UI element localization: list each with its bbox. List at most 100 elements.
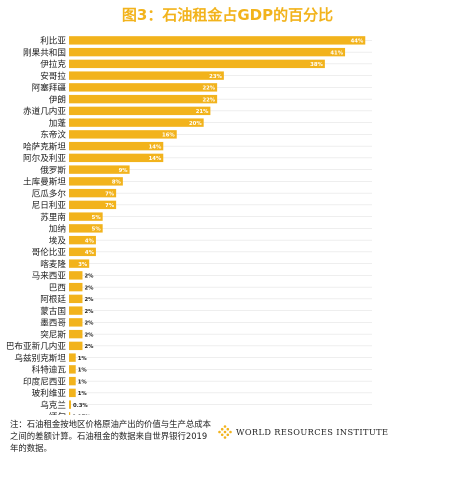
category-label: 哈萨克斯坦 — [23, 140, 66, 152]
category-label: 刚果共和国 — [23, 47, 66, 58]
category-label: 马来西亚 — [32, 271, 67, 282]
chart-title: 图3：石油租金占GDP的百分比 — [121, 6, 334, 24]
data-label: 1% — [78, 368, 88, 374]
category-label: 玻利维亚 — [32, 387, 67, 399]
bar — [69, 235, 96, 245]
bar — [69, 341, 83, 351]
footnote: 注：石油租金按地区价格原油产出的价值与生产总成本之间的差额计算。石油租金的数据来… — [10, 419, 211, 453]
category-label: 阿根廷 — [40, 293, 66, 305]
bar — [69, 282, 83, 292]
bar — [69, 353, 76, 362]
wri-dots-logo-icon — [218, 425, 232, 439]
data-label: 2% — [84, 285, 94, 291]
bar — [69, 365, 76, 374]
category-label: 缅甸 — [49, 411, 66, 415]
bar-chart: 利比亚 44% 刚果共和国 41% 伊拉克 38% 安哥拉 23% 阿塞拜疆 22% 伊朗 22% 赤道… — [6, 35, 372, 415]
data-label: 2% — [84, 344, 94, 350]
category-label: 阿塞拜疆 — [32, 82, 67, 94]
category-label: 尼日利亚 — [32, 199, 67, 211]
bar — [69, 106, 211, 116]
data-label: 1% — [78, 356, 88, 362]
data-label: 14% — [149, 156, 162, 162]
data-label: 2% — [84, 332, 94, 338]
data-label: 20% — [189, 121, 202, 127]
data-label: 44% — [351, 39, 364, 45]
category-label: 科特迪瓦 — [32, 364, 67, 376]
data-label: 2% — [84, 297, 94, 303]
data-label: 21% — [196, 109, 209, 115]
category-label: 土库曼斯坦 — [23, 176, 66, 188]
wri-logo-text: WORLD RESOURCES INSTITUTE — [236, 427, 389, 437]
category-label: 加纳 — [49, 223, 66, 235]
category-label: 厄瓜多尔 — [32, 187, 67, 199]
category-label: 蒙古国 — [40, 305, 66, 317]
data-label: 23% — [209, 74, 222, 80]
category-label: 安哥拉 — [40, 70, 66, 82]
data-label: 7% — [105, 191, 115, 197]
data-label: 8% — [112, 180, 122, 186]
bar — [69, 329, 83, 339]
category-label: 突尼斯 — [40, 328, 66, 340]
bar — [69, 306, 83, 315]
category-label: 墨西哥 — [40, 318, 66, 329]
category-label: 埃及 — [49, 234, 67, 246]
bar — [69, 400, 72, 409]
bar — [69, 177, 123, 186]
category-label: 东帝汶 — [40, 129, 66, 141]
bar — [69, 165, 130, 174]
bar — [69, 141, 164, 151]
data-label: 1% — [78, 379, 88, 385]
bar — [69, 388, 76, 398]
data-label: 3% — [78, 262, 88, 268]
bar — [69, 271, 83, 280]
data-label: 4% — [85, 238, 95, 244]
category-label: 喀麦隆 — [40, 258, 66, 270]
category-label: 印度尼西亚 — [23, 375, 66, 387]
data-label: 0.3% — [73, 403, 88, 409]
data-label: 14% — [149, 144, 162, 150]
category-label: 俄罗斯 — [40, 164, 66, 176]
data-label: 9% — [119, 168, 129, 174]
bar — [69, 247, 96, 257]
bar — [69, 118, 204, 127]
bar — [69, 224, 103, 233]
data-label: 22% — [202, 97, 215, 103]
bar — [69, 376, 76, 386]
bar — [69, 294, 83, 304]
data-label: 5% — [92, 227, 102, 233]
bar — [69, 71, 224, 80]
bar — [69, 47, 346, 57]
category-label: 乌克兰 — [40, 399, 66, 411]
category-label: 哥伦比亚 — [32, 246, 67, 258]
bar — [69, 188, 117, 198]
bar — [69, 130, 177, 139]
category-label: 伊拉克 — [40, 58, 66, 70]
category-label: 赤道几内亚 — [23, 105, 66, 117]
data-label: 22% — [202, 86, 215, 92]
data-label: 2% — [84, 309, 94, 315]
bar — [69, 83, 218, 92]
bar — [69, 94, 218, 104]
wri-logo: WORLD RESOURCES INSTITUTE — [218, 424, 388, 440]
category-label: 加蓬 — [49, 117, 67, 129]
data-label: 4% — [85, 250, 95, 256]
category-label: 伊朗 — [49, 93, 66, 105]
bar — [69, 318, 83, 327]
category-label: 利比亚 — [40, 35, 66, 47]
category-label: 巴西 — [49, 282, 67, 293]
data-label: 2% — [84, 321, 94, 327]
bar — [69, 59, 325, 69]
bar — [69, 212, 103, 221]
bar — [69, 36, 366, 45]
data-label: 41% — [330, 50, 343, 56]
data-label: 1% — [78, 391, 88, 397]
data-label: 5% — [92, 215, 102, 221]
data-label: 7% — [105, 203, 115, 209]
data-label: 38% — [310, 62, 323, 68]
bar — [69, 200, 117, 210]
data-label: 16% — [162, 133, 175, 139]
category-label: 巴布亚新几内亚 — [6, 340, 67, 352]
bar — [69, 412, 71, 415]
category-label: 乌兹别克斯坦 — [14, 352, 66, 364]
bar — [69, 153, 164, 163]
